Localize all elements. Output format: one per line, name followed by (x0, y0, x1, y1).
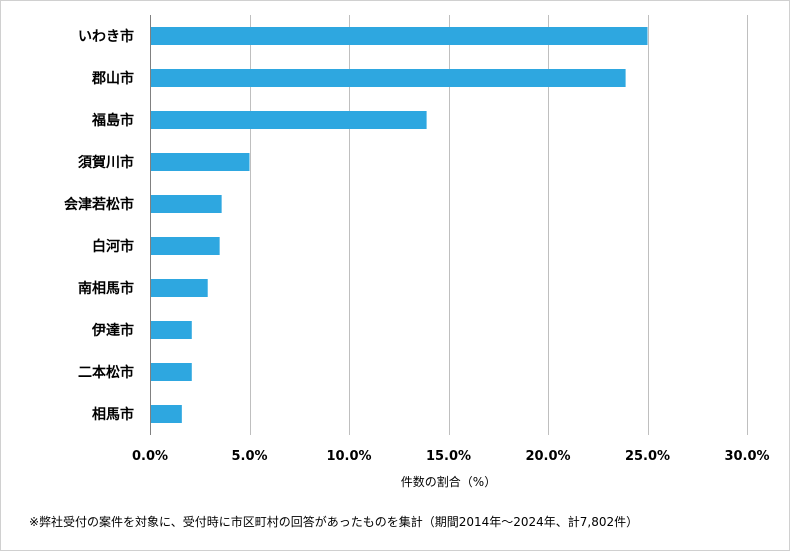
bar (150, 237, 220, 255)
x-axis-title: 件数の割合（%） (401, 474, 496, 489)
x-tick-label: 25.0% (625, 449, 670, 464)
category-label: 福島市 (91, 112, 134, 129)
x-tick-label: 15.0% (426, 449, 471, 464)
x-tick-label: 20.0% (525, 449, 570, 464)
category-label: 会津若松市 (64, 196, 134, 213)
category-label: 郡山市 (91, 70, 134, 87)
bar (150, 195, 222, 213)
category-label: 伊達市 (91, 322, 134, 339)
bar (150, 111, 427, 129)
category-label: 須賀川市 (77, 154, 134, 171)
x-tick-label: 5.0% (231, 449, 267, 464)
x-tick-label: 10.0% (326, 449, 371, 464)
bar (150, 405, 182, 423)
bar (150, 69, 626, 87)
bar (150, 321, 192, 339)
category-label: 相馬市 (92, 406, 134, 423)
x-tick-label: 0.0% (132, 449, 168, 464)
category-label: 二本松市 (78, 364, 134, 381)
category-label: 白河市 (92, 238, 134, 255)
bar (150, 363, 192, 381)
x-tick-label: 30.0% (724, 449, 769, 464)
category-label: 南相馬市 (78, 280, 134, 297)
bar (150, 27, 648, 45)
footnote: ※弊社受付の案件を対象に、受付時に市区町村の回答があったものを集計（期間2014… (29, 515, 639, 529)
bar (150, 279, 208, 297)
category-label: いわき市 (78, 28, 134, 45)
bar (150, 153, 250, 171)
